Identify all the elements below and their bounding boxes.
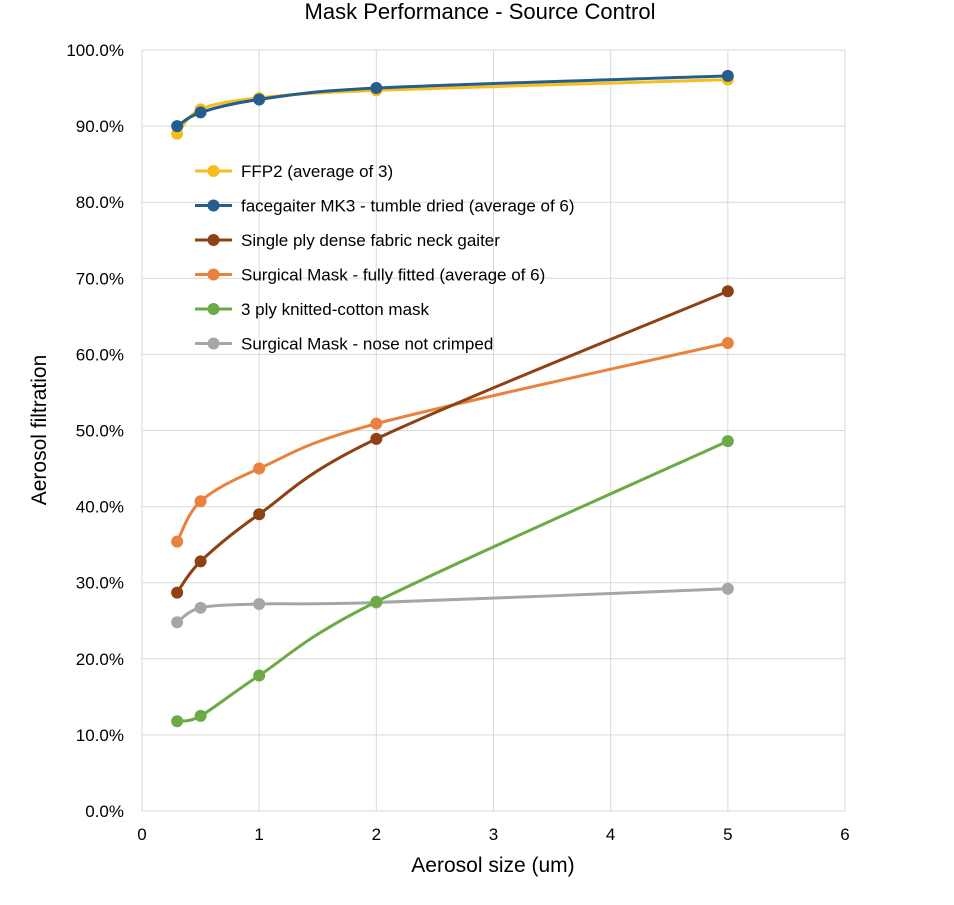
legend-label: 3 ply knitted-cotton mask	[241, 300, 430, 319]
y-tick-label: 70.0%	[76, 269, 124, 288]
data-point-facegaiter-mk3	[721, 69, 734, 82]
x-tick-label: 0	[137, 825, 146, 844]
series-surgical-fitted	[171, 336, 734, 548]
data-point-surgical-fitted	[194, 495, 207, 508]
series-knitted-cotton	[171, 435, 734, 728]
gridlines	[141, 49, 846, 812]
series-lines	[171, 69, 734, 728]
x-axis-label: Aerosol size (um)	[411, 854, 574, 877]
data-point-single-ply-gaiter	[721, 285, 734, 298]
y-tick-label: 60.0%	[76, 345, 124, 364]
y-tick-label: 40.0%	[76, 498, 124, 517]
legend-label: FFP2 (average of 3)	[241, 162, 393, 181]
y-tick-label: 100.0%	[66, 41, 124, 60]
data-point-surgical-not-crimped	[171, 616, 184, 629]
data-point-surgical-fitted	[171, 535, 184, 548]
data-point-facegaiter-mk3	[370, 82, 383, 95]
data-point-single-ply-gaiter	[253, 508, 266, 521]
legend-label: facegaiter MK3 - tumble dried (average o…	[241, 197, 575, 216]
data-point-surgical-fitted	[721, 336, 734, 349]
legend-swatch-marker	[207, 303, 220, 315]
legend-item-facegaiter-mk3: facegaiter MK3 - tumble dried (average o…	[195, 197, 575, 216]
legend-label: Surgical Mask - nose not crimped	[241, 335, 493, 354]
data-point-single-ply-gaiter	[370, 432, 383, 445]
x-tick-label: 2	[372, 825, 381, 844]
y-tick-label: 80.0%	[76, 193, 124, 212]
legend-label: Surgical Mask - fully fitted (average of…	[241, 266, 545, 285]
y-tick-label: 10.0%	[76, 726, 124, 745]
data-point-knitted-cotton	[171, 715, 184, 728]
y-tick-label: 30.0%	[76, 574, 124, 593]
data-point-facegaiter-mk3	[253, 93, 266, 106]
legend-label: Single ply dense fabric neck gaiter	[241, 231, 500, 250]
data-point-single-ply-gaiter	[171, 586, 184, 599]
data-point-facegaiter-mk3	[171, 120, 184, 133]
data-point-single-ply-gaiter	[194, 555, 207, 568]
y-tick-label: 20.0%	[76, 650, 124, 669]
legend-swatch-marker	[207, 268, 220, 281]
axes: 0.0% 10.0% 20.0% 30.0% 40.0% 50.0% 60.0% 70.0% 8…	[66, 41, 849, 844]
series-single-ply-gaiter	[171, 285, 734, 599]
data-point-surgical-not-crimped	[194, 601, 207, 614]
legend-item-surgical-fitted: Surgical Mask - fully fitted (average of…	[195, 266, 545, 285]
data-point-surgical-not-crimped	[721, 582, 734, 595]
legend-item-knitted-cotton: 3 ply knitted-cotton mask	[195, 300, 430, 319]
legend-swatch-marker	[207, 234, 220, 246]
x-tick-label: 3	[489, 825, 498, 844]
y-tick-label: 50.0%	[76, 422, 124, 441]
legend-item-ffp2: FFP2 (average of 3)	[195, 162, 393, 181]
legend-item-surgical-not-crimped: Surgical Mask - nose not crimped	[195, 335, 493, 354]
legend-swatch-marker	[207, 165, 220, 177]
y-axis-label: Aerosol filtration	[28, 355, 51, 506]
data-point-knitted-cotton	[253, 669, 266, 682]
legend-swatch-marker	[207, 337, 220, 350]
data-point-surgical-fitted	[370, 417, 383, 430]
legend-item-single-ply-gaiter: Single ply dense fabric neck gaiter	[195, 231, 500, 250]
chart-title: Mask Performance - Source Control	[305, 0, 656, 24]
x-tick-label: 6	[840, 825, 849, 844]
data-point-knitted-cotton	[194, 709, 207, 722]
y-tick-label: 90.0%	[76, 117, 124, 136]
x-tick-label: 1	[254, 825, 263, 844]
x-tick-label: 4	[606, 825, 615, 844]
legend: FFP2 (average of 3) facegaiter MK3 - tumb…	[195, 162, 575, 354]
series-facegaiter-mk3	[171, 69, 734, 133]
y-tick-label: 0.0%	[85, 802, 124, 821]
data-point-knitted-cotton	[370, 595, 383, 608]
data-point-facegaiter-mk3	[194, 106, 207, 119]
series-surgical-not-crimped	[171, 582, 734, 629]
data-point-knitted-cotton	[721, 435, 734, 448]
data-point-surgical-fitted	[253, 462, 266, 475]
legend-swatch-marker	[207, 199, 220, 212]
x-tick-label: 5	[723, 825, 732, 844]
data-point-surgical-not-crimped	[253, 598, 266, 611]
